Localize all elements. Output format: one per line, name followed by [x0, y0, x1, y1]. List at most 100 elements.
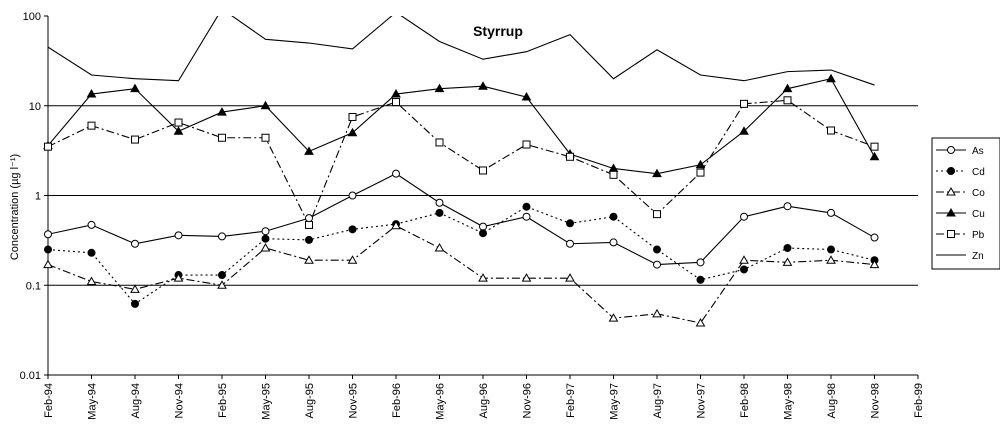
x-tick-label: May-97	[609, 383, 621, 420]
data-point-as	[740, 212, 748, 221]
data-point-as	[435, 198, 444, 207]
data-point-co	[391, 220, 401, 230]
data-point-as	[870, 233, 879, 242]
data-point-pb	[174, 118, 183, 127]
data-point-cu	[434, 83, 445, 93]
data-point-as	[783, 202, 792, 211]
data-point-cd	[261, 234, 270, 243]
x-tick-label: Aug-94	[130, 383, 142, 418]
data-point-as	[44, 230, 52, 239]
data-point-cd	[740, 265, 748, 274]
data-point-pb	[827, 126, 835, 135]
legend-label-as: As	[972, 146, 984, 157]
data-point-co	[478, 273, 488, 282]
data-point-co	[304, 255, 314, 264]
data-point-pb	[392, 98, 400, 107]
data-point-cu	[695, 159, 706, 169]
data-point-cu	[347, 127, 358, 137]
data-point-pb	[783, 96, 792, 105]
x-tick-label: May-98	[783, 383, 795, 420]
data-point-as	[87, 220, 96, 229]
data-point-cd	[783, 244, 792, 253]
series-line-cu	[48, 78, 875, 175]
legend-marker-pb	[947, 230, 955, 238]
data-point-pb	[87, 121, 96, 130]
data-point-co	[739, 255, 749, 264]
data-point-as	[131, 239, 139, 248]
x-tick-label: Aug-95	[304, 383, 316, 418]
data-point-as	[609, 238, 618, 247]
data-point-cu	[652, 168, 662, 178]
data-point-cu	[260, 100, 271, 110]
x-tick-label: Nov-97	[696, 383, 708, 418]
data-markers	[43, 73, 880, 327]
data-point-as	[522, 212, 531, 221]
data-point-cu	[478, 81, 488, 90]
data-point-cd	[479, 229, 487, 238]
y-tick-label: 0.1	[26, 280, 41, 292]
data-point-as	[696, 258, 705, 267]
series-lines	[48, 16, 875, 324]
x-tick-label: Aug-98	[826, 383, 838, 418]
series-line-co	[48, 225, 875, 324]
x-tick-label: May-96	[435, 383, 447, 420]
data-point-pb	[348, 112, 357, 121]
data-point-pb	[566, 152, 574, 161]
data-point-cd	[87, 248, 96, 257]
data-point-pb	[218, 133, 226, 142]
data-point-cu	[521, 92, 532, 101]
data-point-as	[174, 231, 183, 240]
data-point-cu	[130, 83, 140, 93]
data-point-as	[348, 191, 357, 200]
data-point-co	[86, 276, 97, 286]
data-point-co	[130, 284, 140, 293]
data-point-co	[521, 273, 532, 282]
data-point-as	[479, 222, 487, 231]
legend-marker-cu	[946, 207, 956, 217]
x-tick-label: Feb-98	[739, 383, 751, 418]
chart-title: Styrrup	[473, 23, 523, 39]
data-point-co	[608, 313, 619, 322]
series-line-pb	[48, 99, 875, 227]
data-point-co	[173, 273, 184, 282]
data-point-co	[652, 308, 662, 318]
data-point-pb	[740, 99, 748, 108]
data-point-co	[434, 242, 445, 252]
data-point-cu	[739, 126, 749, 135]
data-point-cu	[217, 107, 227, 116]
data-point-pb	[479, 166, 487, 175]
data-point-co	[43, 259, 53, 269]
data-point-cd	[522, 202, 531, 211]
data-point-pb	[696, 168, 705, 177]
data-point-cd	[218, 271, 226, 280]
gridlines	[48, 105, 918, 286]
data-point-pb	[131, 135, 139, 144]
data-point-co	[826, 255, 836, 264]
data-point-pb	[653, 210, 661, 219]
x-tick-label: Feb-99	[913, 383, 925, 418]
data-point-as	[392, 169, 400, 178]
x-tick-label: May-94	[87, 383, 99, 420]
data-point-co	[347, 255, 358, 264]
data-point-cu	[304, 146, 314, 155]
legend-label-cu: Cu	[972, 209, 985, 220]
data-point-cu	[826, 73, 836, 83]
data-point-pb	[435, 138, 444, 147]
legend-marker-cd	[947, 167, 955, 175]
data-point-pb	[305, 220, 313, 229]
series-line-as	[48, 173, 875, 266]
data-point-as	[305, 214, 313, 223]
data-point-pb	[870, 142, 879, 151]
data-point-as	[827, 208, 835, 217]
data-point-co	[217, 280, 227, 289]
x-tick-label: Feb-95	[217, 383, 229, 418]
data-point-as	[566, 239, 574, 248]
data-point-co	[695, 317, 706, 327]
data-point-pb	[522, 140, 531, 149]
legend-label-zn: Zn	[972, 251, 984, 262]
data-point-cd	[827, 245, 835, 254]
legend-box	[931, 137, 1000, 270]
legend: As Cd Co Cu Pb Zn	[931, 137, 1000, 270]
data-point-cd	[609, 212, 618, 221]
